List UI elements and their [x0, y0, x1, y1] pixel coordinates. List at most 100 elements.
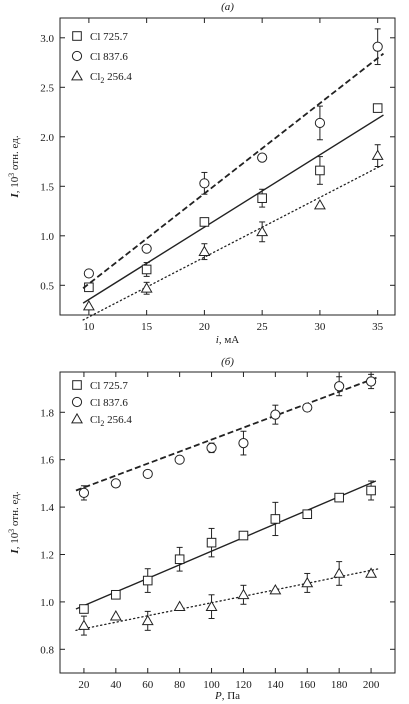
data-point-square [84, 282, 94, 293]
y-tick-label: 2.0 [40, 132, 54, 144]
panel-label: (б) [221, 356, 234, 368]
data-point-square [302, 509, 313, 520]
data-point-triangle [256, 225, 269, 237]
data-point-triangle [371, 149, 384, 160]
data-point-square [79, 604, 89, 614]
data-point-circle [78, 487, 90, 498]
data-point-circle [238, 438, 249, 449]
x-tick-label: 60 [142, 679, 154, 691]
data-point-circle [206, 442, 217, 453]
legend-marker-square [72, 380, 82, 390]
data-point-triangle [82, 299, 95, 311]
data-point-circle [334, 381, 345, 392]
data-point-triangle [109, 610, 122, 621]
legend-marker-square [72, 31, 82, 41]
legend-label: Cl 837.6 [90, 397, 128, 409]
data-point-triangle [237, 588, 250, 600]
x-tick-label: 20 [199, 321, 211, 333]
data-point-triangle [313, 199, 326, 210]
data-point-triangle [173, 600, 186, 611]
x-tick-label: 40 [110, 679, 122, 691]
x-tick-label: 140 [267, 679, 284, 691]
y-axis-label: I, 103 отн. ед. [7, 135, 21, 198]
y-tick-label: 0.8 [40, 644, 54, 656]
y-tick-label: 1.5 [40, 181, 54, 193]
data-point-square [238, 530, 249, 541]
plot-frame [59, 371, 396, 674]
y-tick-label: 1.8 [40, 407, 54, 419]
x-tick-label: 20 [78, 679, 90, 691]
x-tick-label: 100 [203, 679, 220, 691]
y-tick-label: 1.0 [40, 231, 54, 243]
data-point-circle [302, 402, 313, 413]
data-point-circle [141, 243, 152, 254]
x-tick-label: 120 [235, 679, 252, 691]
y-tick-label: 2.5 [40, 82, 54, 94]
data-point-square [142, 575, 153, 586]
x-tick-label: 10 [83, 321, 95, 333]
data-point-square [334, 492, 344, 503]
y-tick-label: 1.0 [40, 597, 54, 609]
x-axis-label: P, Па [214, 690, 240, 702]
data-point-square [111, 589, 121, 600]
data-point-triangle [141, 614, 154, 626]
data-point-triangle [333, 567, 346, 578]
data-point-square [199, 217, 210, 227]
data-point-square [315, 165, 325, 176]
fit-line-solid [82, 114, 384, 304]
y-axis-label: I, 103 отн. ед. [7, 491, 21, 554]
data-point-circle [110, 478, 121, 489]
x-tick-label: 25 [257, 321, 269, 333]
data-point-circle [372, 41, 383, 52]
data-point-square [141, 264, 152, 275]
y-tick-label: 1.4 [40, 502, 54, 514]
plot-frame [59, 17, 396, 316]
data-point-triangle [77, 619, 90, 630]
fit-line-dashed [82, 52, 385, 289]
legend-marker-circle [71, 396, 83, 408]
x-axis-label: i, мА [216, 334, 240, 346]
legend-label: Cl 725.7 [90, 31, 128, 43]
x-tick-label: 180 [331, 679, 348, 691]
fit-line-dotted [82, 163, 385, 321]
legend-marker-circle [71, 50, 83, 62]
legend-label: Cl 725.7 [90, 380, 128, 392]
data-point-square [206, 537, 217, 548]
x-tick-label: 200 [363, 679, 380, 691]
data-point-square [372, 103, 383, 113]
data-point-circle [365, 376, 377, 387]
data-point-circle [199, 178, 210, 189]
fit-line-dotted [75, 568, 380, 631]
data-point-square [366, 485, 376, 496]
legend-label: Cl2 256.4 [90, 71, 132, 85]
y-tick-label: 3.0 [40, 33, 54, 45]
legend-label: Cl2 256.4 [90, 414, 132, 428]
fit-line-dashed [75, 375, 380, 492]
data-point-square [174, 554, 185, 565]
data-point-triangle [198, 245, 211, 256]
data-point-triangle [140, 282, 153, 293]
x-tick-label: 80 [174, 679, 186, 691]
x-tick-label: 160 [299, 679, 316, 691]
legend-label: Cl 837.6 [90, 51, 128, 63]
x-tick-label: 15 [141, 321, 153, 333]
data-point-triangle [205, 600, 218, 611]
data-point-circle [270, 409, 281, 420]
x-tick-label: 30 [314, 321, 326, 333]
data-point-square [257, 193, 267, 203]
legend-marker-triangle [71, 412, 83, 424]
data-point-triangle [365, 567, 378, 578]
data-point-triangle [269, 583, 282, 595]
legend-marker-triangle [71, 69, 83, 81]
data-point-square [270, 514, 281, 524]
panel-label: (а) [221, 1, 234, 13]
panel-a: (а) 10 15 20 25 30 35 0.5 1.0 1.5 2.0 2.5 3.0 i, мА I,… [7, 1, 396, 346]
fit-line-solid [75, 480, 377, 610]
data-point-triangle [301, 576, 314, 588]
x-tick-label: 35 [372, 321, 384, 333]
panel-b: (б) 20 40 60 80 100 120 140 160 180 200 0.8 1.0 1.2 1.… [7, 356, 396, 702]
y-tick-label: 1.6 [40, 455, 54, 467]
data-point-circle [257, 152, 268, 163]
data-point-circle [83, 268, 94, 279]
